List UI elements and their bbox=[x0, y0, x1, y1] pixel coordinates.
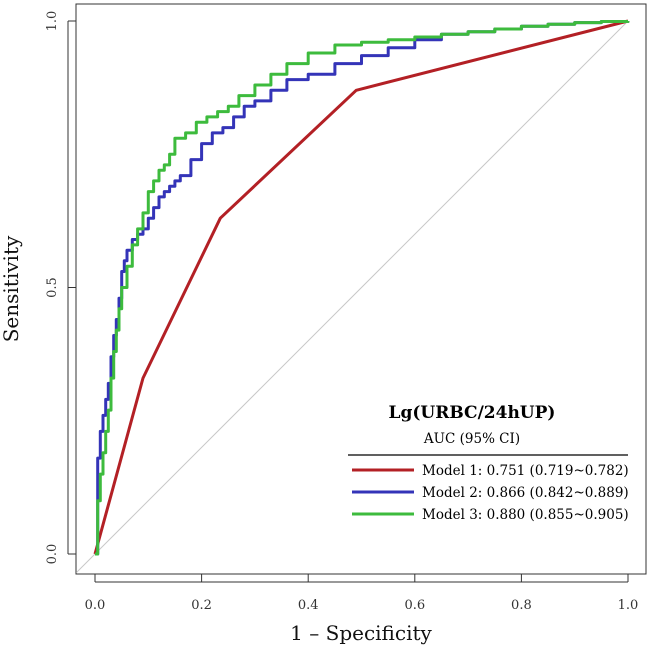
legend-label-model-2: Model 2: 0.866 (0.842~0.889) bbox=[422, 485, 629, 501]
series-line-model-1 bbox=[93, 19, 629, 555]
x-tick-label: 0.2 bbox=[191, 598, 212, 613]
x-tick-label: 0.8 bbox=[511, 598, 532, 613]
x-axis-title: 1 – Specificity bbox=[290, 621, 432, 645]
y-axis-ticks: 0.0 0.5 1.0 bbox=[45, 11, 76, 565]
legend-subtitle: AUC (95% CI) bbox=[423, 431, 520, 447]
legend-title: Lg(URBC/24hUP) bbox=[389, 403, 556, 423]
legend: Lg(URBC/24hUP) AUC (95% CI) Model 1: 0.7… bbox=[348, 403, 629, 523]
y-tick-label: 0.0 bbox=[45, 544, 60, 565]
y-tick-label: 0.5 bbox=[45, 277, 60, 298]
x-axis-ticks: 0.0 0.2 0.4 0.6 0.8 1.0 bbox=[85, 574, 639, 613]
plot-frame bbox=[75, 3, 647, 575]
x-tick-label: 1.0 bbox=[618, 598, 639, 613]
y-tick-label: 1.0 bbox=[45, 11, 60, 32]
reference-diagonal-line bbox=[75, 20, 629, 574]
x-tick-label: 0.6 bbox=[404, 598, 425, 613]
legend-items: Model 1: 0.751 (0.719~0.782) Model 2: 0.8… bbox=[352, 463, 629, 523]
x-tick-label: 0.4 bbox=[298, 598, 319, 613]
roc-curves bbox=[93, 19, 630, 556]
x-tick-label: 0.0 bbox=[85, 598, 106, 613]
y-axis-title: Sensitivity bbox=[0, 235, 23, 342]
series-line-model-3 bbox=[95, 20, 630, 556]
legend-label-model-3: Model 3: 0.880 (0.855~0.905) bbox=[422, 507, 629, 523]
legend-label-model-1: Model 1: 0.751 (0.719~0.782) bbox=[422, 463, 629, 479]
